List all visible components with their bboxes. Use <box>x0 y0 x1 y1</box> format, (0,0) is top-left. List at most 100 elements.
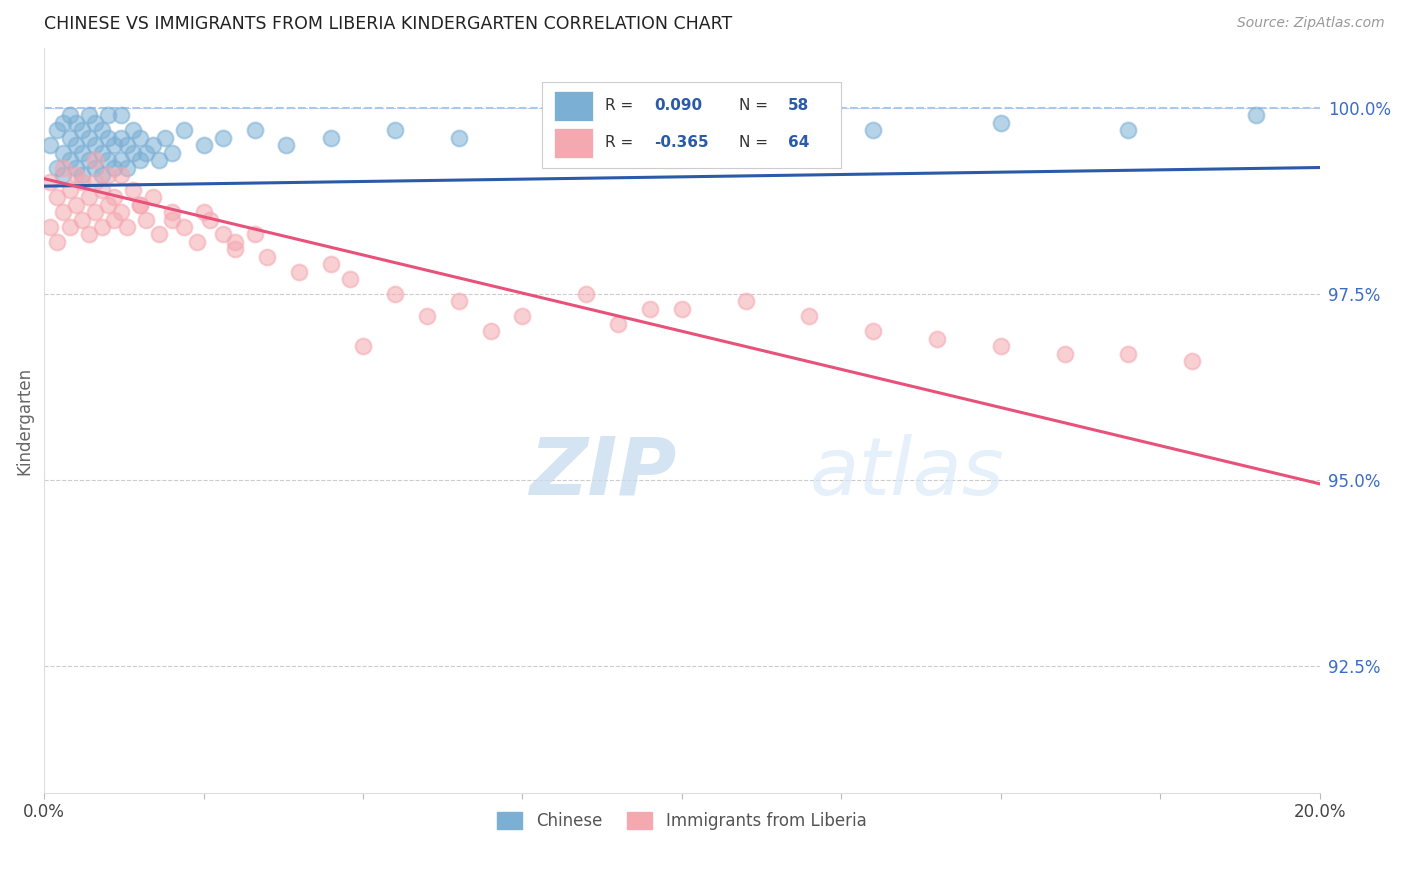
Point <box>39 138 62 153</box>
Point <box>193 138 215 153</box>
Text: 64: 64 <box>787 136 808 151</box>
Point <box>110 153 132 167</box>
FancyBboxPatch shape <box>541 82 841 168</box>
Point <box>122 145 145 160</box>
Point <box>90 145 112 160</box>
Point <box>97 198 120 212</box>
Point <box>115 220 138 235</box>
Point <box>45 190 67 204</box>
Point <box>339 272 361 286</box>
Point <box>198 212 221 227</box>
Point <box>97 168 120 182</box>
Point <box>122 123 145 137</box>
Text: Source: ZipAtlas.com: Source: ZipAtlas.com <box>1237 16 1385 30</box>
Point <box>90 183 112 197</box>
Point <box>160 212 183 227</box>
Point <box>97 108 120 122</box>
Point <box>479 324 502 338</box>
Point <box>319 130 342 145</box>
Point <box>103 138 125 153</box>
Point <box>671 301 693 316</box>
Point <box>1118 346 1140 360</box>
Point <box>77 153 100 167</box>
Point <box>110 168 132 182</box>
Point <box>276 138 298 153</box>
Point <box>103 212 125 227</box>
Point <box>52 161 75 175</box>
Point <box>128 198 150 212</box>
Bar <box>554 91 592 120</box>
Text: ZIP: ZIP <box>529 434 676 512</box>
Point <box>84 205 107 219</box>
Point <box>734 294 756 309</box>
Point <box>39 175 62 189</box>
Point <box>799 310 821 324</box>
Point <box>512 310 534 324</box>
Point <box>65 161 87 175</box>
Point <box>141 138 163 153</box>
Point <box>160 145 183 160</box>
Point <box>862 324 884 338</box>
Point <box>72 168 94 182</box>
Point <box>384 123 406 137</box>
Point <box>734 116 756 130</box>
Point <box>1244 108 1267 122</box>
Legend: Chinese, Immigrants from Liberia: Chinese, Immigrants from Liberia <box>491 805 873 837</box>
Point <box>243 123 266 137</box>
Point <box>990 116 1012 130</box>
Point <box>72 175 94 189</box>
Point <box>115 161 138 175</box>
Text: N =: N = <box>740 98 773 113</box>
Point <box>224 243 246 257</box>
Point <box>135 212 157 227</box>
Point <box>607 317 630 331</box>
Text: CHINESE VS IMMIGRANTS FROM LIBERIA KINDERGARTEN CORRELATION CHART: CHINESE VS IMMIGRANTS FROM LIBERIA KINDE… <box>44 15 733 33</box>
Point <box>103 190 125 204</box>
Point <box>72 123 94 137</box>
Point <box>59 183 82 197</box>
Point <box>128 198 150 212</box>
Point <box>186 235 208 249</box>
Point <box>45 123 67 137</box>
Point <box>45 161 67 175</box>
Point <box>84 116 107 130</box>
Point <box>39 220 62 235</box>
Point <box>288 265 311 279</box>
Point <box>141 190 163 204</box>
Point <box>862 123 884 137</box>
Point <box>193 205 215 219</box>
Point <box>990 339 1012 353</box>
Point <box>416 310 439 324</box>
Point <box>128 153 150 167</box>
Point <box>1181 354 1204 368</box>
Text: 0.090: 0.090 <box>654 98 702 113</box>
Point <box>148 227 170 242</box>
Point <box>84 153 107 167</box>
Text: 58: 58 <box>787 98 808 113</box>
Bar <box>554 128 592 158</box>
Point <box>97 153 120 167</box>
Point <box>384 287 406 301</box>
Point <box>243 227 266 242</box>
Point <box>59 220 82 235</box>
Point <box>128 130 150 145</box>
Point <box>59 108 82 122</box>
Text: R =: R = <box>606 136 638 151</box>
Point <box>77 130 100 145</box>
Point <box>122 183 145 197</box>
Point <box>575 287 598 301</box>
Point <box>72 212 94 227</box>
Point <box>447 130 470 145</box>
Text: R =: R = <box>606 98 638 113</box>
Point <box>211 227 233 242</box>
Point <box>103 161 125 175</box>
Point <box>59 130 82 145</box>
Y-axis label: Kindergarten: Kindergarten <box>15 367 32 475</box>
Point <box>543 123 565 137</box>
Point <box>90 220 112 235</box>
Point <box>319 257 342 271</box>
Point <box>352 339 374 353</box>
Point <box>72 145 94 160</box>
Point <box>638 130 661 145</box>
Text: -0.365: -0.365 <box>654 136 709 151</box>
